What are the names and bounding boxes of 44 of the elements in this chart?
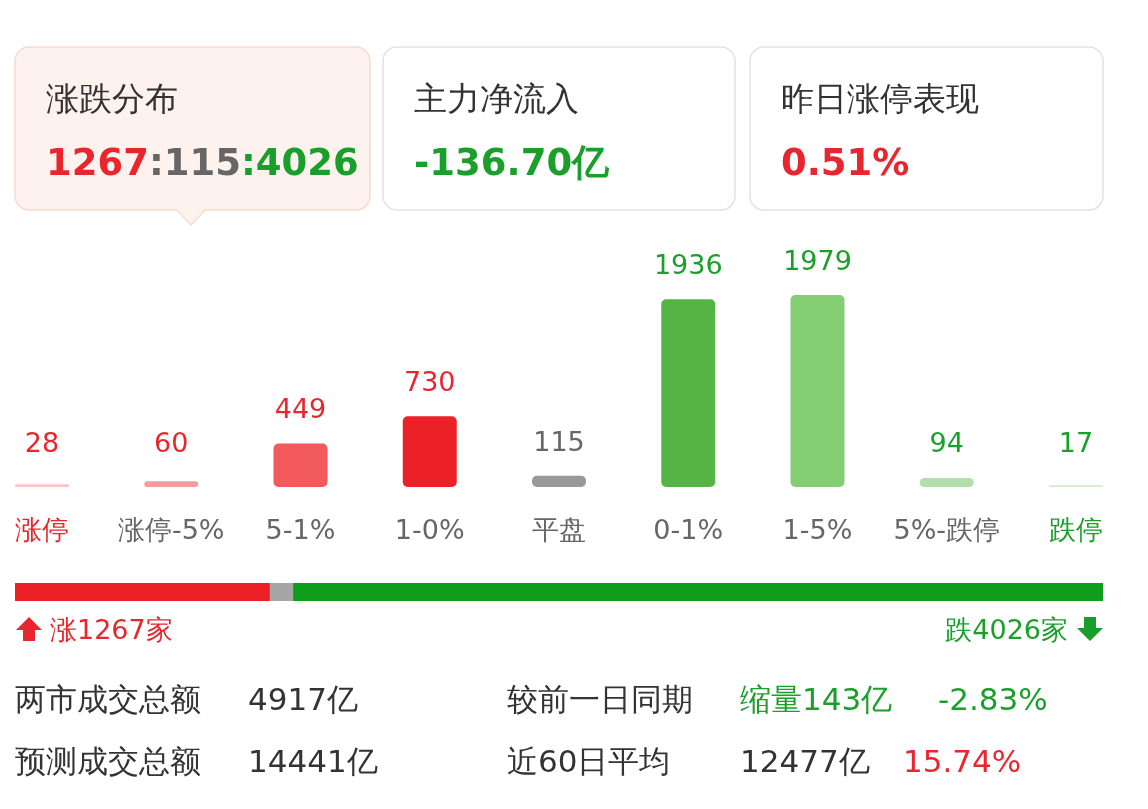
bar	[790, 295, 845, 487]
text: -136.70亿	[414, 141, 611, 184]
data-label: 94	[929, 427, 964, 458]
text: 主力净流入	[414, 79, 579, 118]
data-label: 17	[1058, 427, 1094, 458]
data-label: 60	[154, 427, 189, 458]
data-label: 1936	[653, 249, 723, 281]
text: 涨1267家	[50, 614, 173, 645]
data-label: 28	[24, 427, 60, 458]
x-tick-label: 平盘	[532, 514, 586, 545]
x-tick-label: 跌停	[1049, 514, 1103, 545]
text: -2.83%	[938, 681, 1048, 717]
text: 涨跌分布	[46, 79, 178, 118]
text: 14441亿	[248, 743, 378, 779]
bar	[402, 416, 457, 487]
x-tick-label: 0-1%	[653, 514, 724, 545]
text: 预测成交总额	[15, 743, 201, 779]
x-tick-label: 5-1%	[265, 514, 336, 545]
text: 较前一日同期	[507, 681, 693, 717]
text: 近60日平均	[507, 743, 671, 779]
text: 1267:115:4026	[46, 141, 359, 184]
bar	[661, 299, 716, 487]
bar	[532, 475, 586, 487]
x-tick-label: 5%-跌停	[893, 514, 1001, 545]
data-label: 115	[533, 425, 585, 457]
x-tick-label: 涨停-5%	[117, 514, 225, 545]
text: 4917亿	[248, 681, 358, 717]
bar	[273, 443, 328, 487]
data-label: 730	[403, 366, 456, 398]
text: 两市成交总额	[15, 681, 201, 717]
text: 跌4026家	[945, 614, 1068, 645]
data-label: 449	[274, 393, 327, 425]
data-label: 1979	[783, 245, 852, 276]
x-tick-label: 1-5%	[782, 514, 853, 545]
text: 15.74%	[903, 743, 1022, 779]
text: 昨日涨停表现	[781, 79, 979, 118]
text: 12477亿	[740, 743, 870, 779]
x-tick-label: 涨停	[15, 514, 69, 545]
bar	[919, 477, 974, 487]
bar	[144, 481, 199, 487]
bar	[15, 484, 69, 487]
x-tick-label: 1-0%	[394, 514, 465, 545]
text: 0.51%	[781, 141, 910, 184]
text: 缩量143亿	[740, 681, 893, 717]
